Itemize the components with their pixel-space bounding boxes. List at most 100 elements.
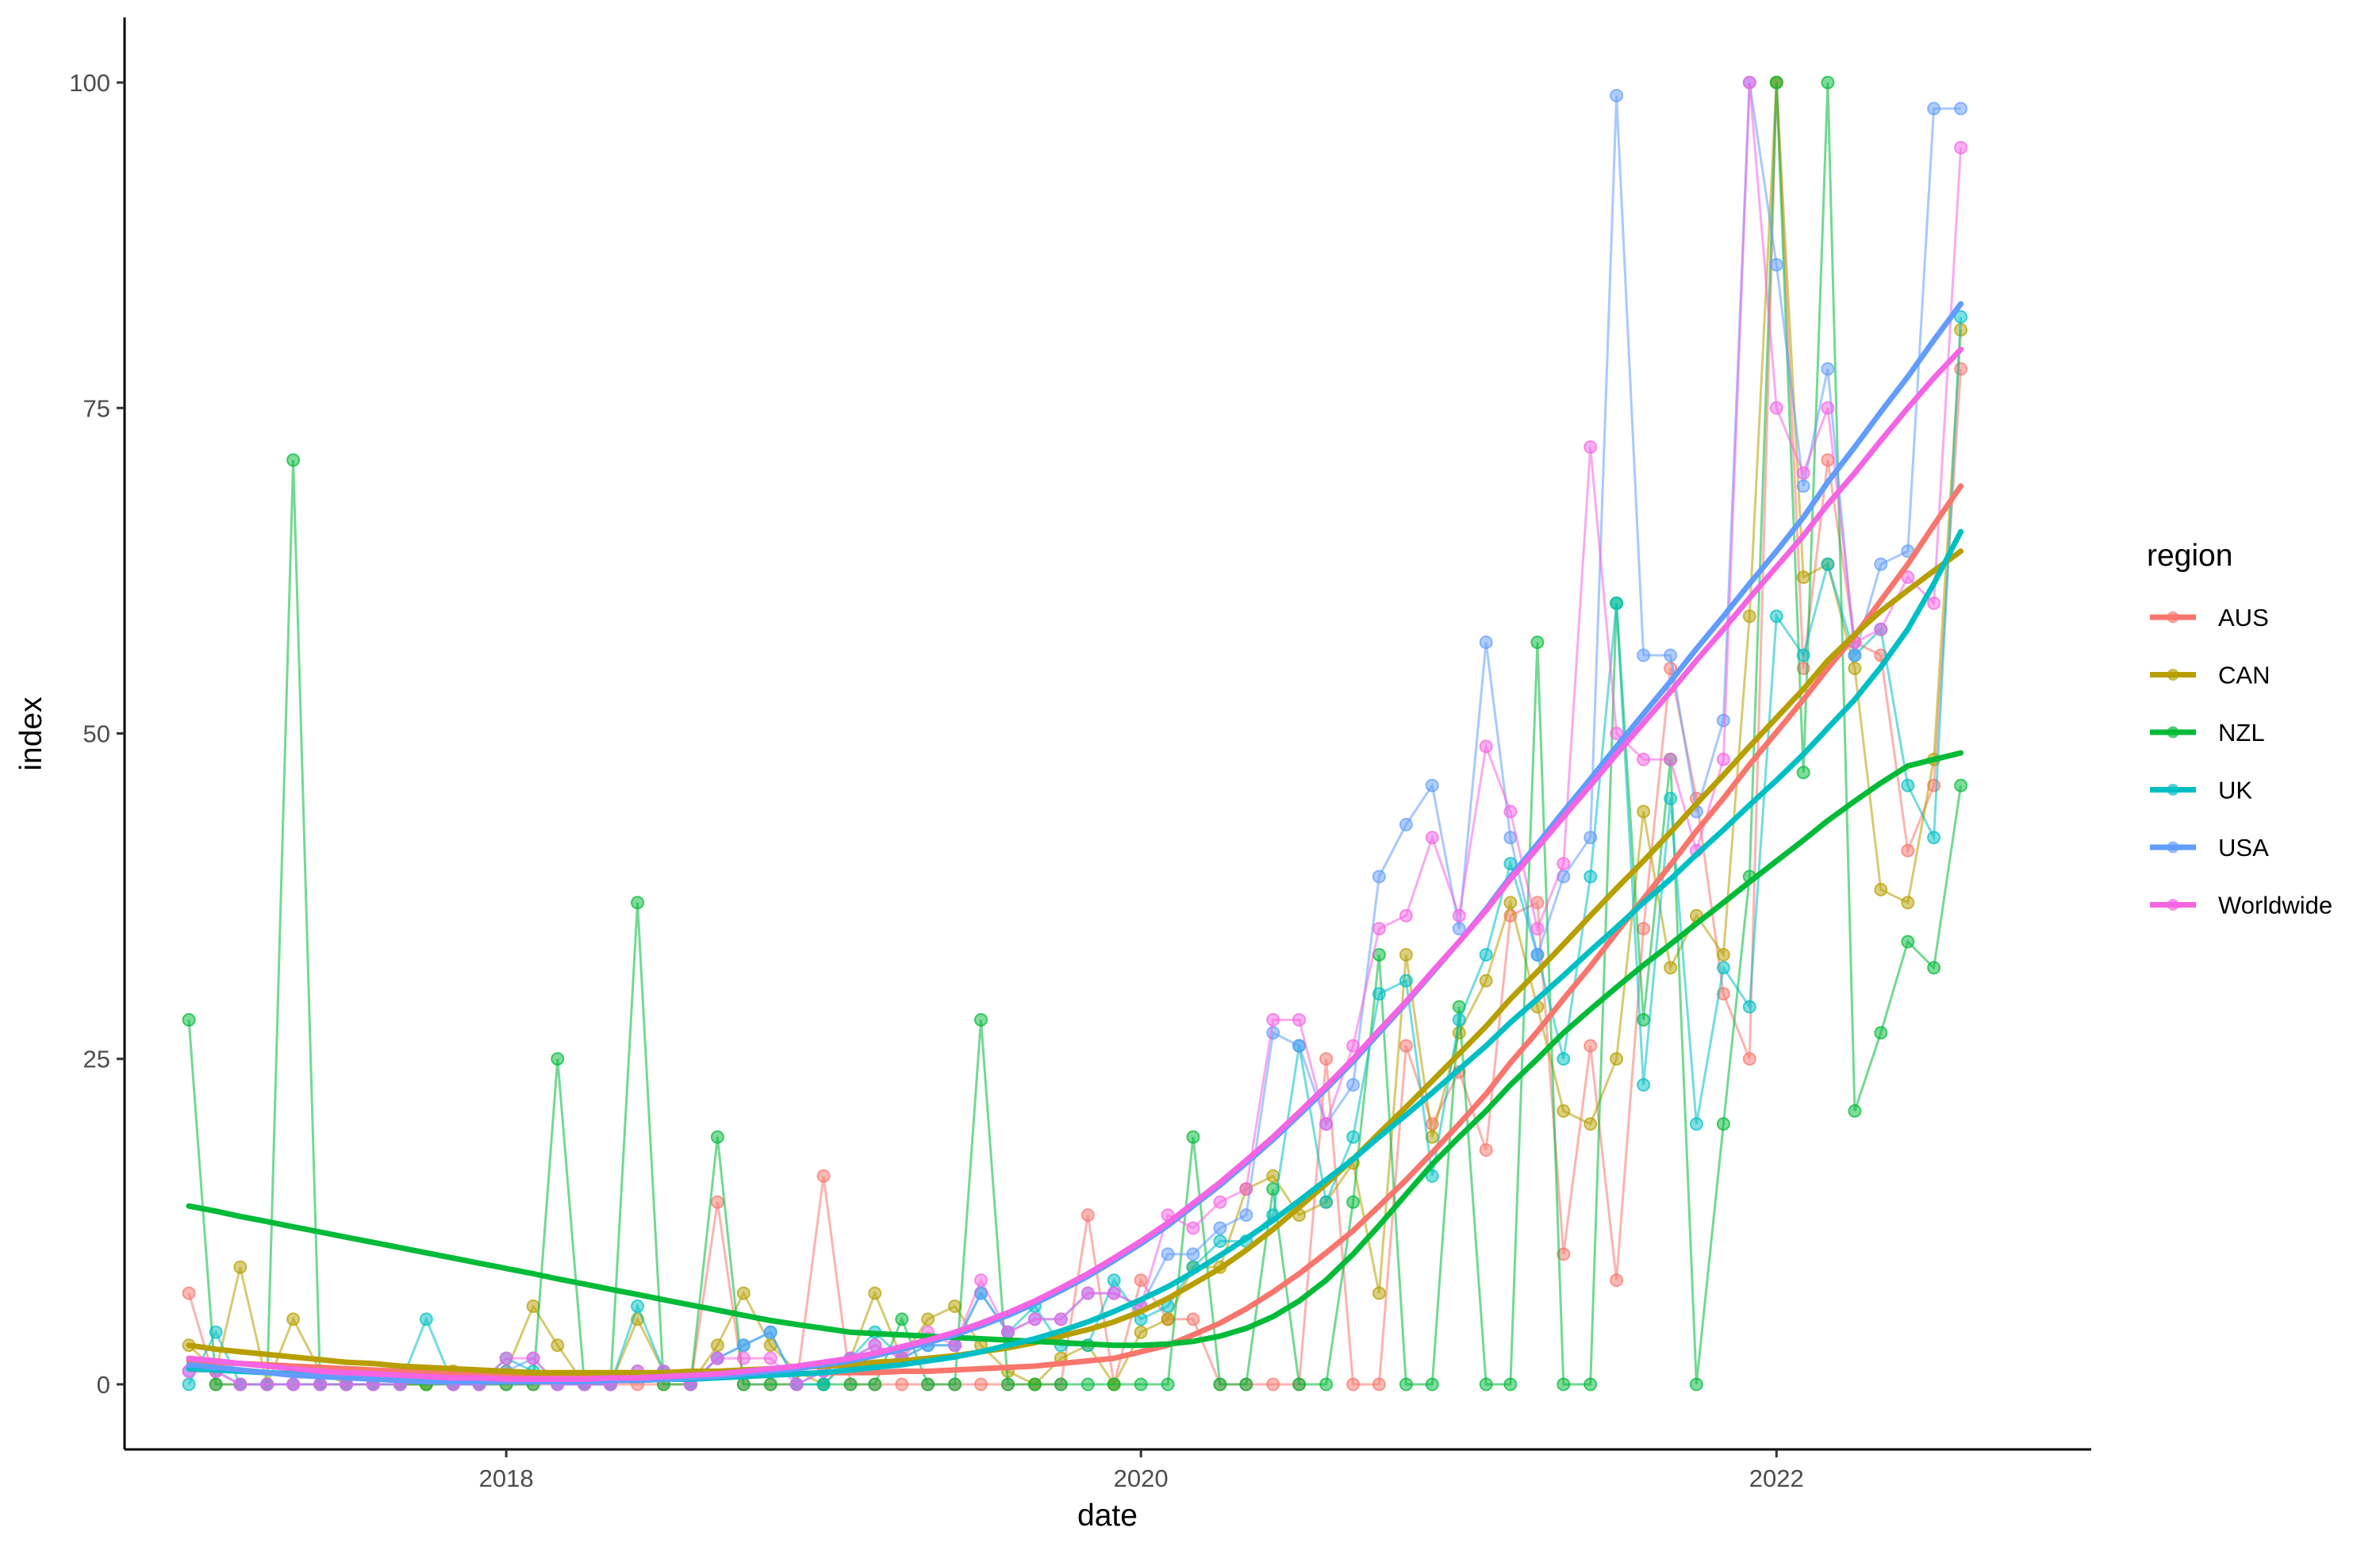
data-point-worldwide — [1054, 1312, 1068, 1326]
data-point-nzl — [1689, 1377, 1703, 1392]
data-point-worldwide — [1213, 1195, 1227, 1209]
data-point-can — [1610, 1052, 1624, 1066]
data-point-can — [1266, 1169, 1280, 1183]
data-point-can — [921, 1312, 935, 1326]
data-point-nzl — [921, 1377, 935, 1392]
data-point-worldwide — [789, 1377, 804, 1392]
data-point-uk — [1954, 309, 1968, 324]
legend-label-worldwide: Worldwide — [2218, 892, 2332, 919]
data-point-nzl — [1479, 1377, 1493, 1392]
data-point-nzl — [736, 1377, 750, 1392]
data-point-nzl — [1901, 935, 1915, 949]
data-point-nzl — [1081, 1377, 1095, 1392]
data-point-uk — [1479, 948, 1493, 962]
data-point-uk — [1557, 1052, 1571, 1066]
x-tick-label: 2018 — [479, 1464, 534, 1492]
data-point-aus — [1610, 1273, 1624, 1288]
data-point-usa — [1479, 635, 1493, 650]
data-point-aus — [1319, 1052, 1334, 1066]
legend-label-usa: USA — [2218, 834, 2269, 862]
data-point-uk — [816, 1377, 831, 1392]
legend-point-worldwide — [2167, 899, 2179, 911]
data-point-nzl — [1186, 1130, 1200, 1144]
legend-point-uk — [2167, 784, 2179, 796]
series-line-nzl — [187, 82, 1963, 1386]
data-point-uk — [631, 1299, 645, 1313]
trend-line-layer — [186, 301, 1964, 1385]
data-point-can — [286, 1312, 301, 1326]
data-point-nzl — [843, 1377, 858, 1392]
data-point-nzl — [1557, 1377, 1571, 1392]
legend-label-nzl: NZL — [2218, 719, 2265, 747]
data-point-aus — [895, 1377, 909, 1392]
data-point-aus — [816, 1169, 831, 1183]
data-point-uk — [1742, 1000, 1756, 1014]
data-point-usa — [1186, 1247, 1200, 1261]
data-point-can — [1161, 1312, 1175, 1326]
data-point-nzl — [1054, 1377, 1068, 1392]
data-point-usa — [1716, 713, 1730, 727]
data-point-nzl — [551, 1052, 565, 1066]
data-point-nzl — [1848, 1104, 1862, 1118]
data-point-uk — [1319, 1195, 1334, 1209]
y-tick-label: 0 — [97, 1371, 110, 1399]
data-point-can — [1399, 948, 1413, 962]
data-point-nzl — [1399, 1377, 1413, 1392]
data-point-nzl — [895, 1312, 909, 1326]
series-nzl — [182, 75, 1968, 1392]
data-point-worldwide — [1769, 401, 1783, 415]
data-point-worldwide — [1796, 466, 1810, 480]
data-point-nzl — [1503, 1377, 1518, 1392]
data-point-worldwide — [499, 1351, 513, 1365]
data-point-worldwide — [1001, 1325, 1015, 1339]
data-point-worldwide — [1530, 922, 1545, 936]
data-point-worldwide — [1583, 440, 1598, 454]
data-point-nzl — [1821, 75, 1835, 90]
data-point-worldwide — [1901, 570, 1915, 585]
data-point-worldwide — [1954, 140, 1968, 155]
y-tick-label: 75 — [83, 394, 110, 422]
data-point-usa — [1292, 1038, 1307, 1053]
data-point-can — [1848, 662, 1862, 675]
data-point-usa — [1213, 1221, 1227, 1235]
data-point-uk — [1452, 1013, 1466, 1027]
legend-point-usa — [2167, 841, 2179, 854]
series-worldwide — [182, 75, 1968, 1392]
data-point-worldwide — [1027, 1312, 1042, 1326]
data-point-worldwide — [710, 1351, 724, 1365]
data-point-usa — [1452, 922, 1466, 936]
data-point-uk — [1610, 596, 1624, 610]
y-tick-label: 50 — [83, 720, 110, 748]
data-point-nzl — [1716, 1117, 1730, 1131]
data-point-can — [1796, 570, 1810, 585]
data-point-uk — [1901, 778, 1915, 793]
data-point-worldwide — [1716, 752, 1730, 766]
data-point-can — [1134, 1325, 1148, 1339]
data-point-worldwide — [1292, 1013, 1307, 1027]
data-point-aus — [1346, 1377, 1361, 1392]
data-point-worldwide — [1399, 908, 1413, 923]
data-point-aus — [1901, 843, 1915, 858]
data-point-aus — [1742, 1052, 1756, 1066]
data-point-uk — [1796, 648, 1810, 662]
data-point-uk — [182, 1377, 196, 1392]
data-point-worldwide — [1927, 596, 1941, 610]
data-point-nzl — [1213, 1377, 1227, 1392]
y-tick-label: 100 — [69, 69, 110, 97]
data-point-nzl — [1796, 766, 1810, 780]
data-point-usa — [1372, 869, 1386, 884]
data-point-aus — [1081, 1208, 1095, 1223]
data-point-worldwide — [974, 1273, 988, 1288]
data-point-worldwide — [286, 1377, 301, 1392]
data-point-nzl — [1239, 1377, 1253, 1392]
data-point-nzl — [868, 1377, 882, 1392]
x-tick-label: 2020 — [1114, 1464, 1169, 1492]
data-point-usa — [1664, 648, 1678, 662]
legend-label-aus: AUS — [2218, 604, 2269, 631]
data-point-aus — [1821, 453, 1835, 467]
x-axis-title: date — [1077, 1499, 1138, 1533]
data-point-aus — [1399, 1038, 1413, 1053]
series-can — [182, 75, 1968, 1392]
data-point-usa — [1610, 89, 1624, 102]
data-point-nzl — [1425, 1377, 1439, 1392]
